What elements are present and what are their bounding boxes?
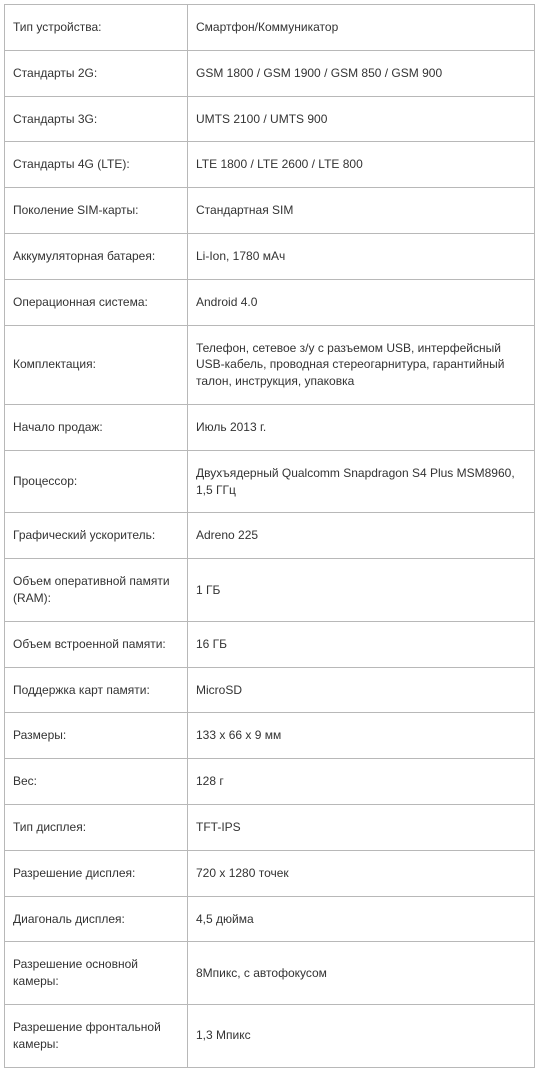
table-row: Поколение SIM-карты:Стандартная SIM: [5, 188, 535, 234]
spec-label: Стандарты 4G (LTE):: [5, 142, 188, 188]
spec-value: MicroSD: [188, 667, 535, 713]
table-row: Размеры: 133 x 66 x 9 мм: [5, 713, 535, 759]
spec-label: Тип дисплея:: [5, 804, 188, 850]
table-row: Диагональ дисплея:4,5 дюйма: [5, 896, 535, 942]
table-row: Аккумуляторная батарея:Li-Ion, 1780 мАч: [5, 233, 535, 279]
table-row: Тип дисплея:TFT-IPS: [5, 804, 535, 850]
spec-label: Размеры:: [5, 713, 188, 759]
spec-label: Тип устройства:: [5, 5, 188, 51]
spec-label: Поддержка карт памяти:: [5, 667, 188, 713]
table-row: Начало продаж:Июль 2013 г.: [5, 404, 535, 450]
spec-value: 8Мпикс, с автофокусом: [188, 942, 535, 1005]
table-row: Графический ускоритель:Adreno 225: [5, 513, 535, 559]
spec-value: 720 x 1280 точек: [188, 850, 535, 896]
table-row: Объем встроенной памяти:16 ГБ: [5, 621, 535, 667]
spec-label: Разрешение дисплея:: [5, 850, 188, 896]
table-row: Вес:128 г: [5, 759, 535, 805]
table-row: Стандарты 2G:GSM 1800 / GSM 1900 / GSM 8…: [5, 50, 535, 96]
spec-label: Начало продаж:: [5, 404, 188, 450]
spec-value: 1,3 Мпикс: [188, 1004, 535, 1067]
spec-label: Разрешение фронтальной камеры:: [5, 1004, 188, 1067]
spec-label: Поколение SIM-карты:: [5, 188, 188, 234]
table-row: Разрешение дисплея:720 x 1280 точек: [5, 850, 535, 896]
table-row: Операционная система:Android 4.0: [5, 279, 535, 325]
spec-label: Комплектация:: [5, 325, 188, 404]
spec-value: LTE 1800 / LTE 2600 / LTE 800: [188, 142, 535, 188]
spec-value: UMTS 2100 / UMTS 900: [188, 96, 535, 142]
spec-label: Разрешение основной камеры:: [5, 942, 188, 1005]
table-row: Разрешение фронтальной камеры:1,3 Мпикс: [5, 1004, 535, 1067]
table-row: Разрешение основной камеры:8Мпикс, с авт…: [5, 942, 535, 1005]
spec-value: GSM 1800 / GSM 1900 / GSM 850 / GSM 900: [188, 50, 535, 96]
spec-value: Li-Ion, 1780 мАч: [188, 233, 535, 279]
spec-value: 4,5 дюйма: [188, 896, 535, 942]
spec-value: Двухъядерный Qualcomm Snapdragon S4 Plus…: [188, 450, 535, 513]
spec-value: 16 ГБ: [188, 621, 535, 667]
table-row: Стандарты 4G (LTE):LTE 1800 / LTE 2600 /…: [5, 142, 535, 188]
spec-value: Телефон, сетевое з/у с разъемом USB, инт…: [188, 325, 535, 404]
spec-label: Процессор:: [5, 450, 188, 513]
spec-label: Операционная система:: [5, 279, 188, 325]
spec-value: Android 4.0: [188, 279, 535, 325]
table-row: Процессор:Двухъядерный Qualcomm Snapdrag…: [5, 450, 535, 513]
table-row: Комплектация:Телефон, сетевое з/у с разъ…: [5, 325, 535, 404]
spec-label: Объем оперативной памяти (RAM):: [5, 559, 188, 622]
spec-value: 133 x 66 x 9 мм: [188, 713, 535, 759]
spec-value: 128 г: [188, 759, 535, 805]
table-row: Поддержка карт памяти: MicroSD: [5, 667, 535, 713]
spec-label: Стандарты 3G:: [5, 96, 188, 142]
table-row: Объем оперативной памяти (RAM):1 ГБ: [5, 559, 535, 622]
spec-value: Июль 2013 г.: [188, 404, 535, 450]
spec-label: Графический ускоритель:: [5, 513, 188, 559]
spec-label: Вес:: [5, 759, 188, 805]
spec-value: Смартфон/Коммуникатор: [188, 5, 535, 51]
spec-value: Стандартная SIM: [188, 188, 535, 234]
spec-label: Диагональ дисплея:: [5, 896, 188, 942]
specs-table: Тип устройства:Смартфон/КоммуникаторСтан…: [4, 4, 535, 1068]
spec-label: Объем встроенной памяти:: [5, 621, 188, 667]
table-row: Стандарты 3G:UMTS 2100 / UMTS 900: [5, 96, 535, 142]
table-row: Тип устройства:Смартфон/Коммуникатор: [5, 5, 535, 51]
spec-label: Стандарты 2G:: [5, 50, 188, 96]
spec-value: Adreno 225: [188, 513, 535, 559]
spec-value: 1 ГБ: [188, 559, 535, 622]
spec-label: Аккумуляторная батарея:: [5, 233, 188, 279]
specs-tbody: Тип устройства:Смартфон/КоммуникаторСтан…: [5, 5, 535, 1068]
spec-value: TFT-IPS: [188, 804, 535, 850]
